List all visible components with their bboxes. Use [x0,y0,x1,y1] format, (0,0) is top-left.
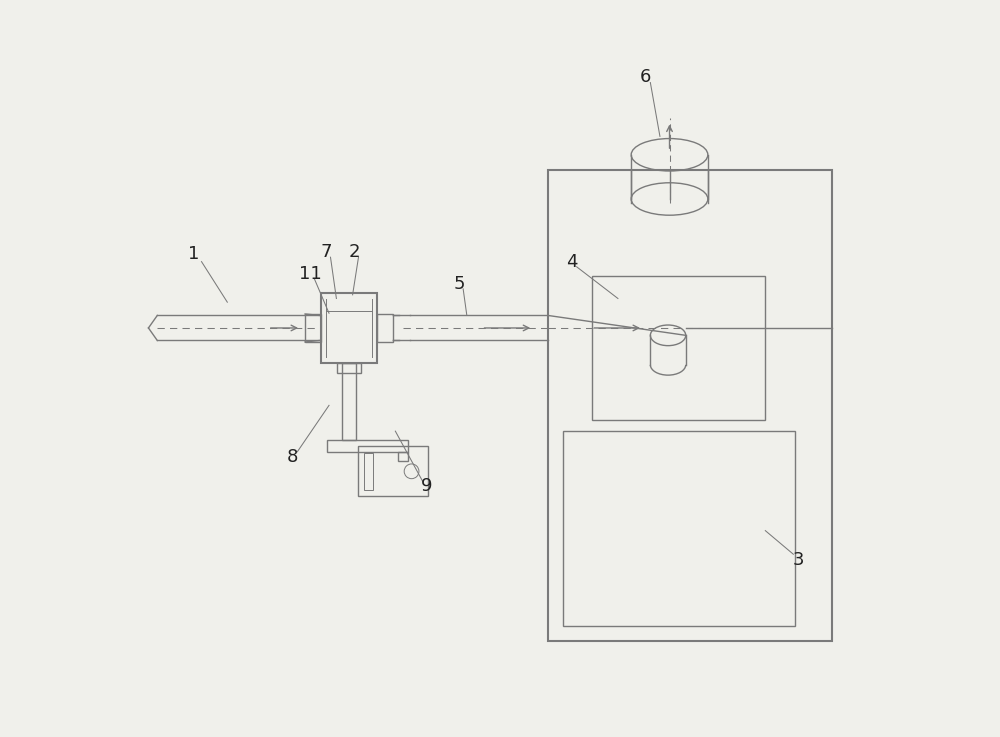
Bar [398,452,408,461]
Bar [364,453,373,489]
Text: 8: 8 [286,448,298,466]
Text: 5: 5 [454,275,465,293]
Bar [548,170,832,641]
Text: 1: 1 [188,245,200,263]
Bar [358,446,428,497]
Bar [592,276,765,420]
Text: 3: 3 [793,551,804,569]
Bar [305,314,321,342]
Bar [377,314,393,342]
Bar [337,363,361,373]
Bar [342,363,356,440]
Bar [563,431,795,626]
Bar [327,440,408,452]
Text: 11: 11 [299,265,322,283]
Text: 6: 6 [640,69,652,86]
Text: 9: 9 [421,478,432,495]
Text: 4: 4 [566,253,577,270]
Text: 2: 2 [348,243,360,261]
Text: 7: 7 [320,243,332,261]
Bar [321,293,377,363]
